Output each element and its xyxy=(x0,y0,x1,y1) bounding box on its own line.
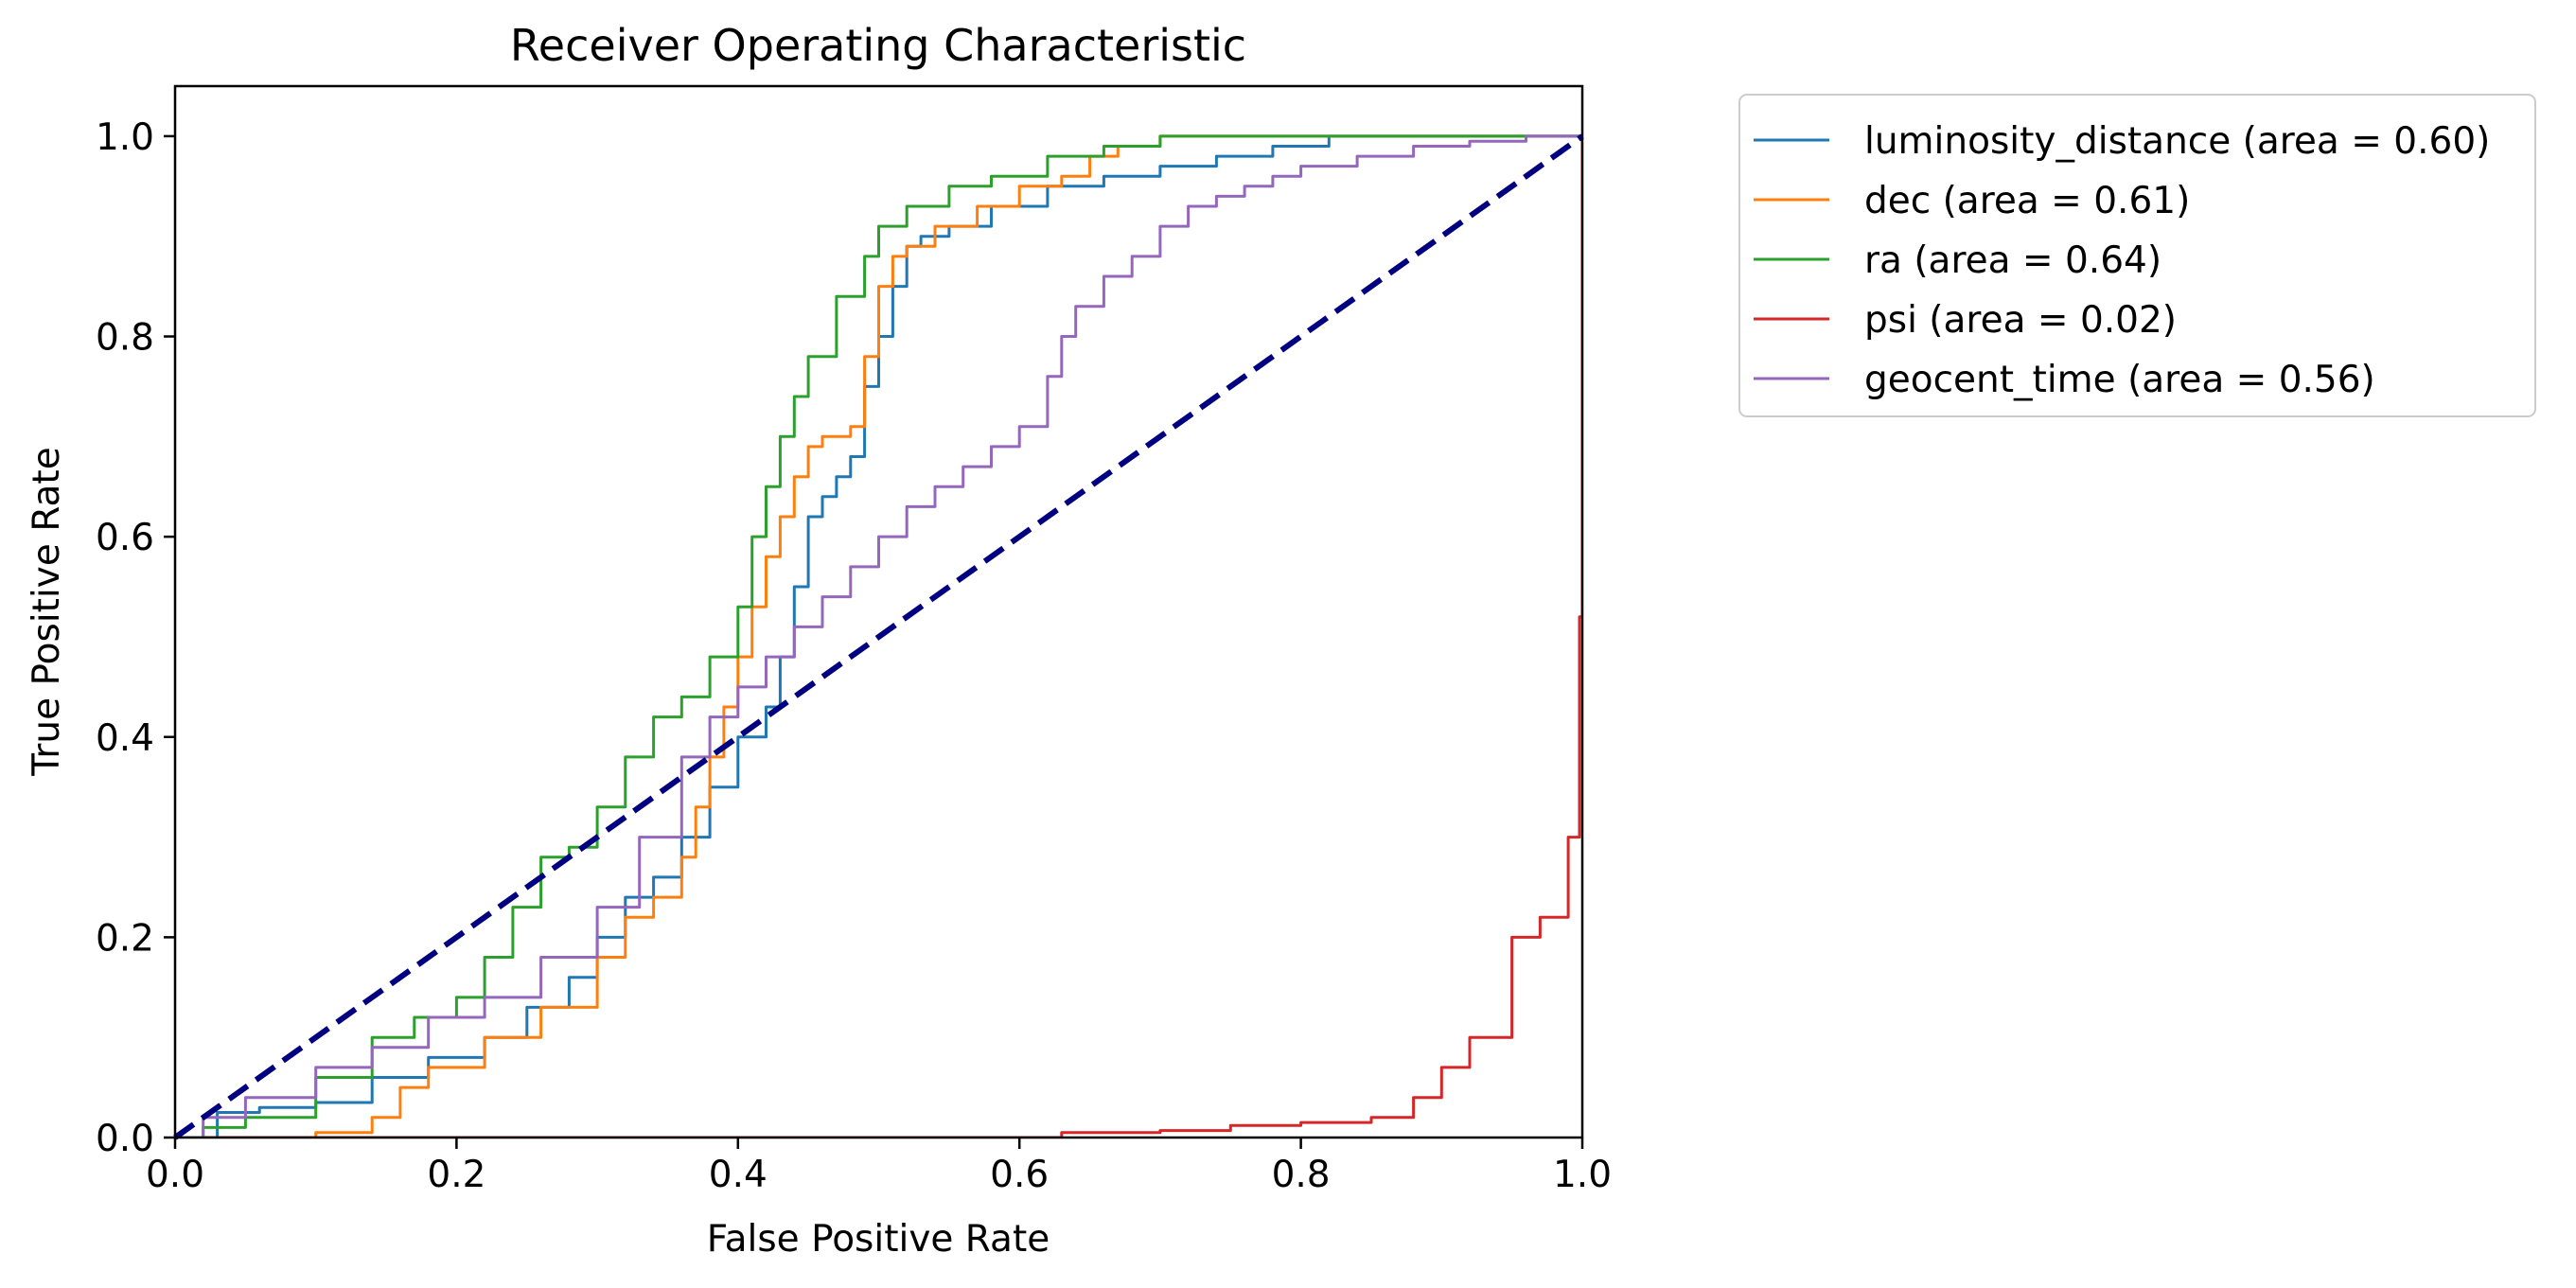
legend-entry: ra (area = 0.64) xyxy=(1754,239,2161,282)
legend-entry: psi (area = 0.02) xyxy=(1754,299,2177,342)
y-tick-label: 0.8 xyxy=(96,317,154,360)
plot-frame xyxy=(173,84,1584,1139)
series-line-3 xyxy=(175,135,1582,1138)
reference-diagonal-line xyxy=(173,133,1584,1140)
legend: luminosity_distance (area = 0.60) dec (ar… xyxy=(1738,94,2536,417)
x-tick-label: 0.4 xyxy=(709,1154,768,1196)
series-layer xyxy=(175,134,1582,1138)
x-tick-label: 0.8 xyxy=(1272,1154,1331,1196)
series-line-4 xyxy=(175,134,1582,1138)
y-tick-label: 0.6 xyxy=(96,517,154,559)
legend-entry: geocent_time (area = 0.56) xyxy=(1754,359,2375,401)
x-tick-label: 1.0 xyxy=(1553,1154,1612,1196)
chart-title: Receiver Operating Characteristic xyxy=(510,20,1246,71)
y-tick-label: 1.0 xyxy=(96,116,154,159)
y-tick-label: 0.2 xyxy=(96,917,154,960)
legend-label: dec (area = 0.61) xyxy=(1864,180,2190,222)
y-axis-ticks: 0.0 0.2 0.4 0.6 0.8 1.0 xyxy=(96,116,175,1160)
legend-label: ra (area = 0.64) xyxy=(1864,239,2161,282)
x-axis-ticks: 0.0 0.2 0.4 0.6 0.8 1.0 xyxy=(146,1138,1612,1196)
x-tick-label: 0.2 xyxy=(427,1154,485,1196)
legend-box xyxy=(1738,94,2536,417)
y-axis-label: True Positive Rate xyxy=(26,447,68,776)
series-line-1 xyxy=(175,134,1582,1138)
legend-label: luminosity_distance (area = 0.60) xyxy=(1864,120,2490,163)
legend-label: psi (area = 0.02) xyxy=(1864,299,2177,342)
x-axis-label: False Positive Rate xyxy=(707,1218,1050,1261)
y-tick-label: 0.4 xyxy=(96,717,154,760)
y-tick-label: 0.0 xyxy=(96,1118,154,1160)
x-tick-label: 0.0 xyxy=(146,1154,204,1196)
x-tick-label: 0.6 xyxy=(990,1154,1049,1196)
legend-label: geocent_time (area = 0.56) xyxy=(1864,359,2375,401)
legend-entry: luminosity_distance (area = 0.60) xyxy=(1754,120,2490,163)
legend-entry: dec (area = 0.61) xyxy=(1754,180,2190,222)
